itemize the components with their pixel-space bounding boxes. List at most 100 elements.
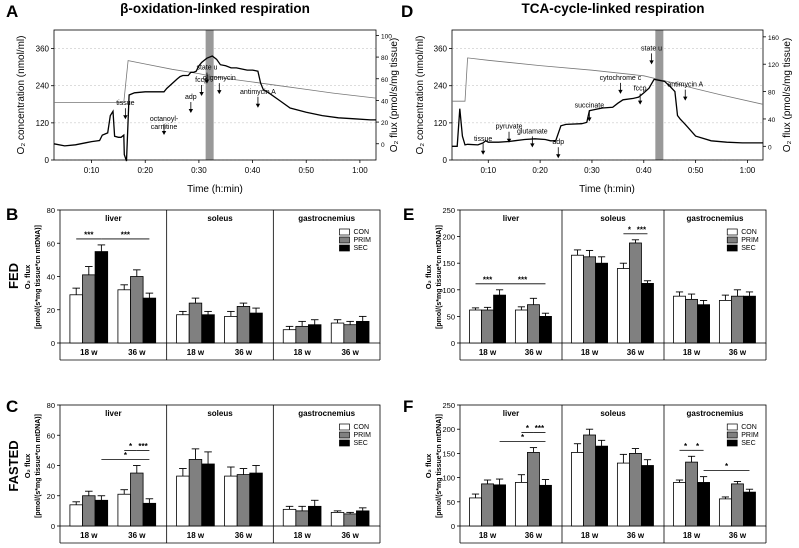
- panel-label-e: E: [403, 205, 414, 224]
- y2-axis-label-a: O₂ flux (pmol/s/mg tissue): [389, 38, 400, 152]
- y-tick-label-d-1: 120: [434, 119, 448, 128]
- bar-e-sec-2-1: [743, 295, 756, 344]
- legend-swatch-f-2: [726, 439, 738, 447]
- annotation-arrowhead-d-5: [618, 89, 623, 94]
- bar-b-sec-2-1: [356, 320, 370, 344]
- bar-c-prim-0-1: [130, 472, 144, 527]
- event-bar-d: [655, 30, 664, 160]
- y-tick-label-e-2: 100: [442, 286, 455, 295]
- legend-label-f-0: CON: [741, 424, 757, 431]
- tissue-title-f-1: soleus: [600, 409, 626, 418]
- legend-swatch-e-0: [726, 228, 738, 236]
- significance-label-b-1: ***: [121, 230, 131, 239]
- category-label-b-0-1: 36 w: [128, 348, 146, 357]
- bar-b-sec-1-0: [201, 314, 215, 344]
- legend-label-b-2: SEC: [353, 245, 367, 252]
- bar-f-prim-0-1: [527, 452, 540, 527]
- bar-c-con-2-0: [282, 508, 297, 527]
- bar-b-prim-1-1: [236, 306, 251, 344]
- annotation-label-d-2: glutamate: [517, 128, 548, 135]
- category-label-b-1-0: 18 w: [187, 348, 205, 357]
- x-tick-label-d-0: 0:10: [480, 166, 496, 175]
- y-tick-label-e-1: 50: [447, 312, 455, 321]
- tissue-title-e-0: liver: [503, 214, 519, 223]
- y-tick-label-c-0: 0: [51, 522, 55, 531]
- annotation-label-a-3: fccp: [195, 77, 208, 84]
- panel-label-b: B: [6, 205, 18, 224]
- annotation-label-d-4: succinate: [575, 102, 605, 109]
- bar-c-prim-1-1: [236, 474, 251, 527]
- x-tick-label-d-4: 0:50: [688, 166, 704, 175]
- category-label-c-1-0: 18 w: [187, 531, 205, 540]
- legend-label-c-0: CON: [353, 424, 369, 431]
- y-tick-label-e-5: 250: [442, 206, 455, 215]
- bar-c-sec-1-1: [249, 472, 263, 527]
- row-label-fasted: FASTED: [6, 440, 21, 491]
- bar-e-sec-2-0: [697, 304, 710, 344]
- tissue-title-c-1: soleus: [207, 409, 233, 418]
- legend-label-b-0: CON: [353, 229, 369, 236]
- annotation-arrowhead-d-4: [587, 117, 592, 122]
- category-label-f-0-0: 18 w: [479, 531, 497, 540]
- annotation-arrowhead-d-8: [683, 96, 688, 101]
- y-tick-label-a-2: 240: [36, 82, 50, 91]
- y-tick-label-f-3: 150: [442, 449, 455, 458]
- bar-f-sec-2-1: [743, 491, 756, 527]
- bar-c-sec-1-0: [201, 463, 215, 527]
- bar-c-prim-2-0: [295, 510, 309, 527]
- y-tick-label-a-3: 360: [36, 45, 50, 54]
- y-tick-label-f-1: 50: [447, 498, 455, 507]
- tissue-title-c-2: gastrocnemius: [298, 409, 355, 418]
- bar-e-con-2-0: [673, 295, 686, 344]
- bar-b-prim-2-1: [343, 324, 357, 344]
- y-axis-label2-e: [pmol/(s*mg tissue*cn mtDNA)]: [436, 225, 443, 329]
- bar-f-con-2-0: [673, 482, 686, 527]
- x-tick-label-d-5: 1:00: [740, 166, 756, 175]
- legend-swatch-c-0: [339, 423, 350, 431]
- category-label-b-1-1: 36 w: [235, 348, 253, 357]
- bar-e-sec-1-1: [641, 283, 654, 344]
- y-axis-label-a: O₂ concentration (nmol/ml): [16, 36, 27, 155]
- y-tick-label-c-1: 20: [47, 492, 55, 501]
- bar-b-con-1-0: [176, 314, 190, 344]
- x-tick-label-a-2: 0:30: [191, 166, 207, 175]
- bar-b-prim-0-1: [130, 276, 144, 344]
- bar-b-con-2-0: [282, 329, 297, 344]
- x-tick-label-d-2: 0:30: [584, 166, 600, 175]
- significance-label-e-1: ***: [518, 275, 528, 284]
- legend-swatch-e-1: [726, 236, 738, 244]
- x-tick-label-a-4: 0:50: [298, 166, 314, 175]
- bar-b-prim-1-0: [188, 302, 203, 344]
- bar-f-prim-1-0: [583, 434, 596, 527]
- legend-label-f-1: PRIM: [741, 432, 759, 439]
- annotation-label-d-6: fccp: [634, 86, 647, 93]
- bar-f-con-2-1: [718, 498, 732, 527]
- bar-c-con-2-1: [330, 511, 345, 527]
- bar-f-sec-1-0: [595, 445, 608, 527]
- legend-swatch-f-1: [726, 431, 738, 439]
- y-tick-label-b-1: 20: [47, 306, 55, 315]
- annotation-label-a-2: adp: [185, 94, 197, 101]
- annotation-label-a-6: antimycin A: [240, 89, 276, 96]
- category-label-f-2-0: 18 w: [683, 531, 701, 540]
- y-tick-label-e-4: 200: [442, 233, 455, 242]
- y-tick-label-a-1: 120: [36, 119, 50, 128]
- series-line-d-1: [452, 78, 763, 147]
- category-label-f-2-1: 36 w: [729, 531, 747, 540]
- bar-e-sec-0-0: [493, 294, 506, 344]
- bar-f-sec-0-1: [539, 484, 552, 527]
- category-label-b-2-1: 36 w: [341, 348, 359, 357]
- annotation-label-a-4: state u: [196, 65, 217, 72]
- bar-f-con-1-1: [616, 462, 630, 527]
- annotation-arrowhead-a-3: [199, 92, 204, 96]
- legend-label-b-1: PRIM: [353, 237, 371, 244]
- plot-frame-f: [459, 404, 767, 527]
- bar-c-con-0-1: [117, 493, 131, 527]
- y-axis-label-e: O₂ flux: [424, 264, 433, 289]
- legend-label-e-0: CON: [741, 229, 757, 236]
- y-tick-label-b-3: 60: [47, 239, 55, 248]
- legend-label-f-2: SEC: [741, 440, 755, 447]
- annotation-arrowhead-a-1: [161, 131, 167, 135]
- plot-frame-e: [459, 209, 767, 344]
- panel-label-f: F: [403, 397, 413, 416]
